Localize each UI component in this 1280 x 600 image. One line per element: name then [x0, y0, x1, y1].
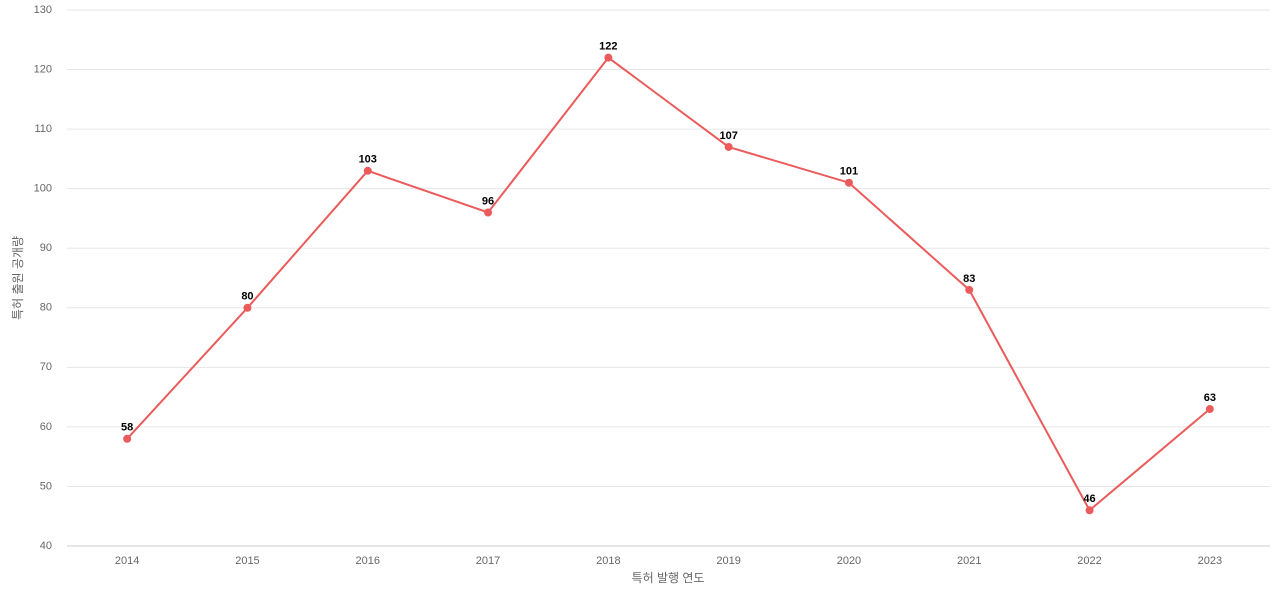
y-tick-label: 70 — [40, 361, 52, 373]
x-tick-label: 2017 — [476, 555, 500, 567]
x-tick-label: 2018 — [596, 555, 620, 567]
x-tick-label: 2021 — [957, 555, 981, 567]
value-label: 101 — [840, 166, 858, 178]
x-tick-label: 2023 — [1198, 555, 1222, 567]
y-tick-label: 120 — [34, 63, 52, 75]
point — [123, 434, 132, 443]
x-tick-label: 2020 — [837, 555, 861, 567]
x-axis-title: 특허 발행 연도 — [632, 570, 705, 585]
point — [844, 178, 853, 187]
y-tick-label: 60 — [40, 421, 52, 433]
point — [724, 142, 733, 151]
point — [1085, 506, 1094, 515]
value-label: 63 — [1204, 392, 1216, 404]
point — [965, 285, 974, 294]
point — [604, 53, 613, 62]
y-tick-label: 130 — [34, 4, 52, 16]
point — [363, 166, 372, 175]
line — [126, 56, 1211, 512]
point — [484, 208, 493, 217]
value-label: 96 — [482, 195, 494, 207]
value-label: 83 — [963, 273, 975, 285]
y-tick-label: 100 — [34, 183, 52, 195]
y-tick-label: 50 — [40, 480, 52, 492]
value-label: 80 — [241, 291, 253, 303]
y-tick-label: 110 — [34, 123, 52, 135]
x-tick-label: 2022 — [1077, 555, 1101, 567]
value-label: 122 — [599, 41, 617, 53]
x-tick-label: 2019 — [716, 555, 740, 567]
x-tick-label: 2014 — [115, 555, 139, 567]
point — [1205, 405, 1214, 414]
value-label: 107 — [719, 130, 737, 142]
x-tick-label: 2015 — [235, 555, 259, 567]
value-label: 46 — [1083, 493, 1095, 505]
y-tick-label: 80 — [40, 302, 52, 314]
y-tick-label: 90 — [40, 242, 52, 254]
x-tick-label: 2016 — [356, 555, 380, 567]
y-axis-title: 특허 출원 공개량 — [11, 236, 25, 320]
y-tick-label: 40 — [40, 540, 52, 552]
value-label: 58 — [121, 422, 133, 434]
point — [243, 303, 252, 312]
value-label: 103 — [359, 154, 377, 166]
